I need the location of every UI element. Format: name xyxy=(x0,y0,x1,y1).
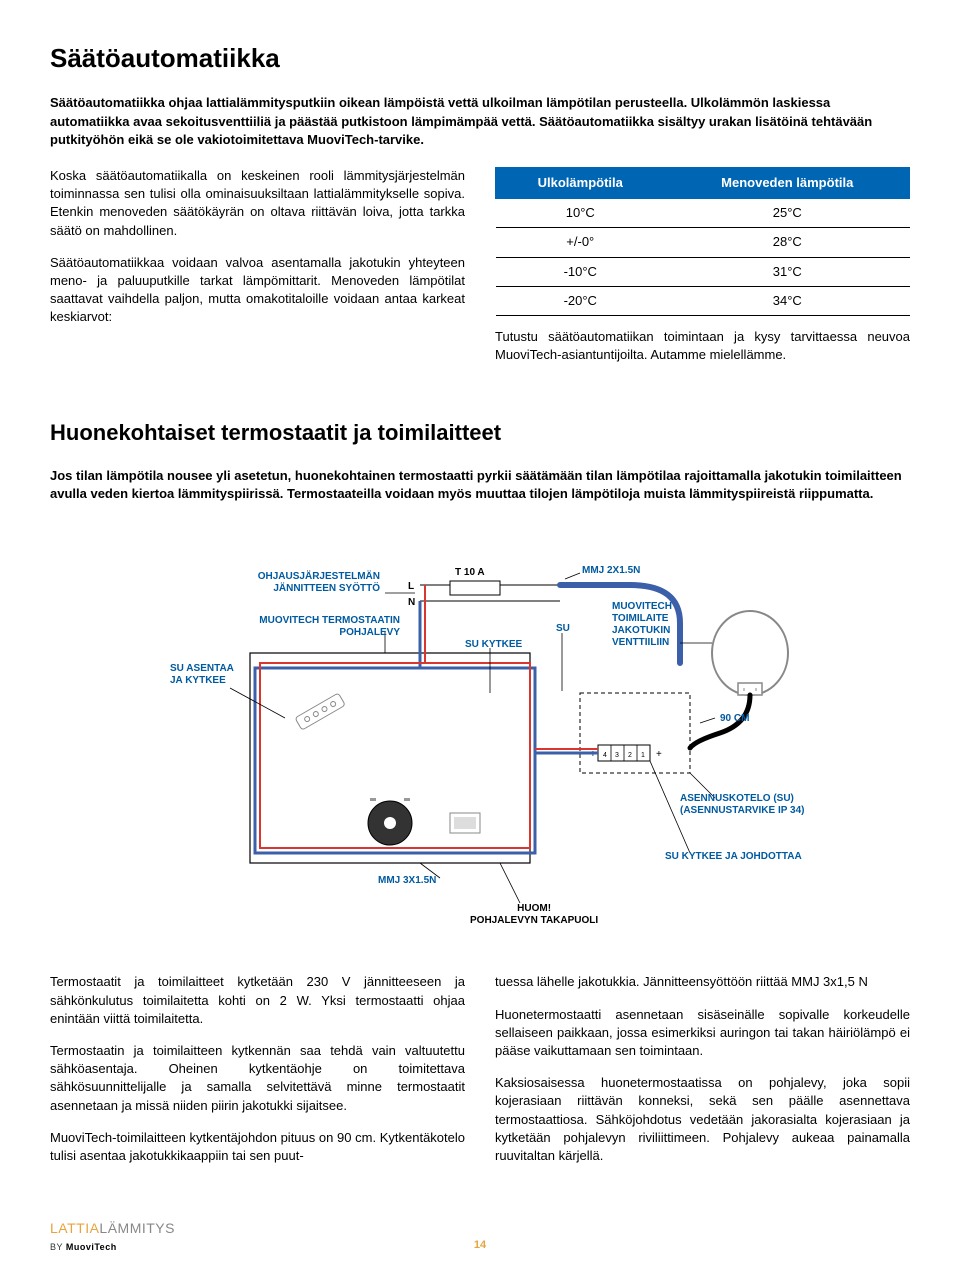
s2-right-p2: Huonetermostaatti asennetaan sisäseinäll… xyxy=(495,1006,910,1061)
logo-lattia: LATTIA xyxy=(50,1220,99,1236)
label-toimilaite: MUOVITECHTOIMILAITEJAKOTUKINVENTTIILIIN xyxy=(612,601,672,649)
page-footer: LATTIALÄMMITYS BY MuoviTech 14 xyxy=(50,1219,910,1253)
label-N: N xyxy=(408,597,415,609)
section2-intro: Jos tilan lämpötila nousee yli asetetun,… xyxy=(50,467,910,503)
s2-right-p3: Kaksiosaisessa huonetermostaatissa on po… xyxy=(495,1074,910,1165)
svg-text:1: 1 xyxy=(641,752,645,759)
section1-title: Säätöautomatiikka xyxy=(50,40,910,76)
s2-right-p1: tuessa lähelle jakotukkia. Jännitteensyö… xyxy=(495,973,910,991)
label-mmj3x: MMJ 3X1.5N xyxy=(378,875,436,887)
section2-title: Huonekohtaiset termostaatit ja toimilait… xyxy=(50,418,910,449)
section1-intro: Säätöautomatiikka ohjaa lattialämmityspu… xyxy=(50,94,910,149)
th-col2: Menoveden lämpötila xyxy=(665,167,909,198)
table-row: -10°C31°C xyxy=(496,257,910,286)
temperature-table: Ulkolämpötila Menoveden lämpötila 10°C25… xyxy=(495,167,910,316)
svg-text:3: 3 xyxy=(615,752,619,759)
label-90cm: 90 CM xyxy=(720,713,749,725)
label-t10a: T 10 A xyxy=(455,567,485,579)
label-asennuskotelo: ASENNUSKOTELO (SU)(ASENNUSTARVIKE IP 34) xyxy=(680,793,804,817)
label-su-asentaa: SU ASENTAAJA KYTKEE xyxy=(170,663,234,687)
label-mmj2x: MMJ 2X1.5N xyxy=(582,565,640,577)
svg-text:+: + xyxy=(656,749,662,760)
section2-right-col: tuessa lähelle jakotukkia. Jännitteensyö… xyxy=(495,973,910,1179)
s2-left-p1: Termostaatit ja toimilaitteet kytketään … xyxy=(50,973,465,1028)
label-su: SU xyxy=(556,623,570,635)
s1-right-p: Tutustu säätöautomatiikan toimintaan ja … xyxy=(495,328,910,364)
wiring-diagram: + + xyxy=(120,523,840,953)
label-ohjaus: OHJAUSJÄRJESTELMÄNJÄNNITTEEN SYÖTTÖ xyxy=(220,571,380,595)
logo-lammitys: LÄMMITYS xyxy=(99,1220,175,1236)
section2-columns: Termostaatit ja toimilaitteet kytketään … xyxy=(50,973,910,1179)
label-huom: HUOM!POHJALEVYN TAKAPUOLI xyxy=(470,903,598,927)
label-muovitech-term: MUOVITECH TERMOSTAATINPOHJALEVY xyxy=(240,615,400,639)
label-L: L xyxy=(408,581,414,593)
s2-left-p2: Termostaatin ja toimilaitteen kytkennän … xyxy=(50,1042,465,1115)
s2-left-p3: MuoviTech-toimilaitteen kytkentäjohdon p… xyxy=(50,1129,465,1165)
table-row: -20°C34°C xyxy=(496,286,910,315)
section1-right-col: Ulkolämpötila Menoveden lämpötila 10°C25… xyxy=(495,167,910,378)
label-su-kytkee: SU KYTKEE xyxy=(465,639,522,651)
section2-left-col: Termostaatit ja toimilaitteet kytketään … xyxy=(50,973,465,1179)
logo-muovitech: MuoviTech xyxy=(66,1242,117,1252)
section1-left-col: Koska säätöautomatiikalla on keskeinen r… xyxy=(50,167,465,378)
table-row: +/-0°28°C xyxy=(496,228,910,257)
svg-text:2: 2 xyxy=(628,752,632,759)
label-su-kytkee-johd: SU KYTKEE JA JOHDOTTAA xyxy=(665,851,802,863)
page-number: 14 xyxy=(474,1238,486,1253)
svg-text:4: 4 xyxy=(603,752,607,759)
s1-left-p2: Säätöautomatiikkaa voidaan valvoa asenta… xyxy=(50,254,465,327)
th-col1: Ulkolämpötila xyxy=(496,167,666,198)
section1-columns: Koska säätöautomatiikalla on keskeinen r… xyxy=(50,167,910,378)
table-row: 10°C25°C xyxy=(496,199,910,228)
s1-left-p1: Koska säätöautomatiikalla on keskeinen r… xyxy=(50,167,465,240)
